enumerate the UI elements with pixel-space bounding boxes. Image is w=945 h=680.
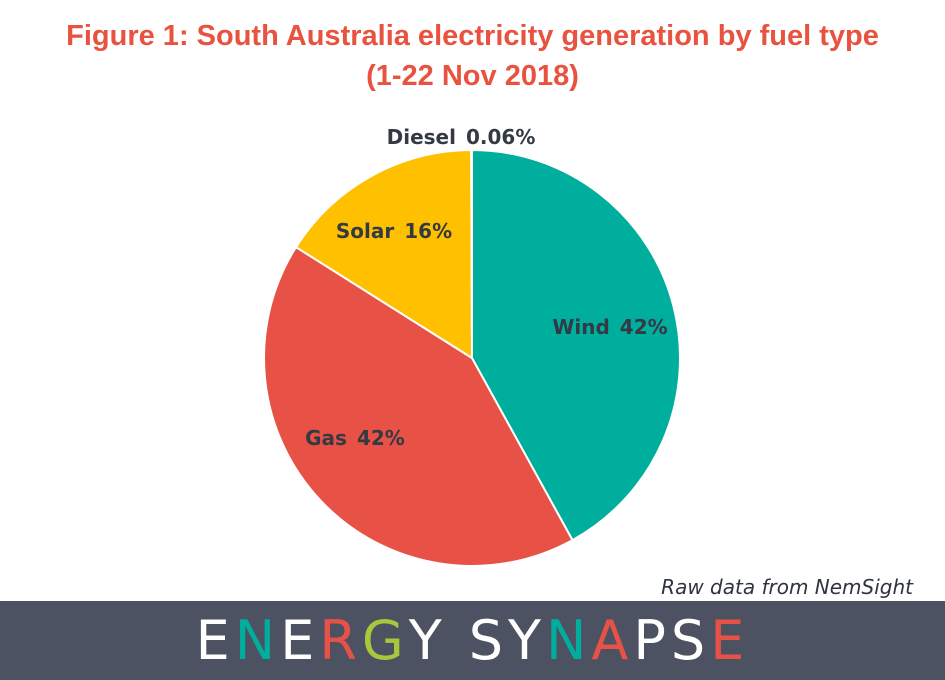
chart-title: Figure 1: South Australia electricity ge… bbox=[0, 16, 945, 96]
pie-slice-wind bbox=[471, 148, 681, 542]
slice-name: Gas bbox=[305, 426, 347, 450]
logo-letter: N bbox=[545, 609, 592, 672]
slice-name: Diesel bbox=[387, 125, 456, 149]
source-note: Raw data from NemSight bbox=[661, 575, 913, 599]
pie-slice-gas bbox=[263, 245, 574, 567]
energy-synapse-logo: ENERGY SYNAPSE bbox=[0, 609, 945, 673]
logo-letter bbox=[447, 609, 469, 673]
pie-chart: Wind 42% Gas 42% Solar 16% Diesel 0.06% bbox=[263, 125, 681, 567]
slice-value: 42% bbox=[357, 426, 405, 450]
logo-letter: S bbox=[468, 609, 508, 672]
logo-letter: E bbox=[280, 609, 320, 672]
logo-letter: P bbox=[633, 609, 671, 672]
slice-label-solar: Solar 16% bbox=[336, 219, 452, 243]
slice-value: 16% bbox=[404, 219, 452, 243]
logo-letter: A bbox=[591, 609, 634, 672]
logo-letter: Y bbox=[507, 609, 546, 672]
logo-letter: N bbox=[234, 609, 281, 672]
pie-slice-diesel bbox=[470, 148, 473, 359]
slice-label-diesel: Diesel 0.06% bbox=[387, 125, 536, 149]
logo-letter: Y bbox=[408, 609, 447, 672]
slice-value: 0.06% bbox=[466, 125, 535, 149]
slice-name: Solar bbox=[336, 219, 394, 243]
chart-title-line-2: (1-22 Nov 2018) bbox=[366, 60, 579, 92]
slice-value: 42% bbox=[620, 315, 668, 339]
logo-letter: E bbox=[710, 609, 750, 672]
logo-letter: G bbox=[361, 609, 409, 672]
slice-label-gas: Gas 42% bbox=[305, 426, 405, 450]
chart-title-line-1: Figure 1: South Australia electricity ge… bbox=[66, 20, 879, 52]
logo-letter: E bbox=[195, 609, 235, 672]
logo-letter: R bbox=[319, 609, 362, 672]
logo-letter: S bbox=[670, 609, 711, 672]
pie-slice-solar bbox=[294, 148, 474, 360]
slice-name: Wind bbox=[552, 315, 609, 339]
footer-banner: ENERGY SYNAPSE bbox=[0, 601, 945, 680]
slice-label-wind: Wind 42% bbox=[552, 315, 667, 339]
